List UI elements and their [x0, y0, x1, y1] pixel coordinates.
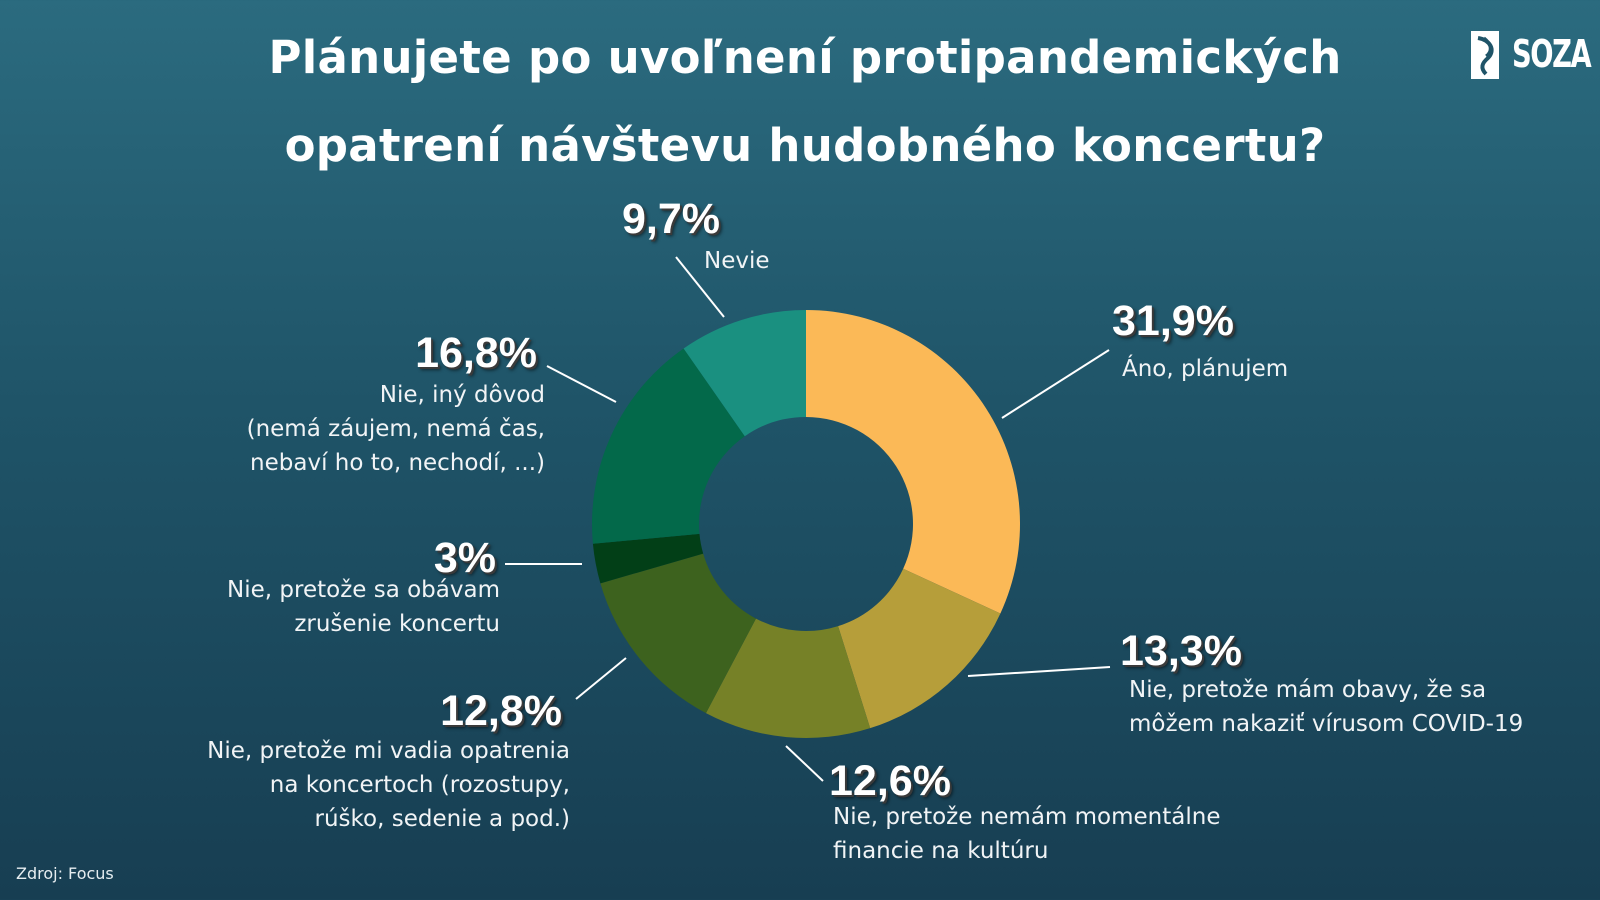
leader-line-covid [967, 666, 1111, 677]
soza-logo-mark-icon [1471, 31, 1499, 79]
soza-logo-text: SOZA [1512, 32, 1592, 76]
value-label-ano: 31,9% [1112, 297, 1234, 345]
donut-slice-nevie [683, 310, 806, 437]
slice-label-nevie: Nevie [704, 248, 770, 274]
value-label-opatrenia: 12,8% [440, 687, 562, 735]
slice-label-opatrenia: Nie, pretože mi vadia opatrenia na konce… [207, 738, 570, 832]
donut-slice-iny-dovod [592, 348, 745, 544]
donut-slice-financie [705, 618, 871, 738]
source-note: Zdroj: Focus [16, 864, 114, 883]
value-label-nevie: 9,7% [622, 195, 721, 243]
leader-line-financie [785, 745, 824, 782]
chart-title: Plánujete po uvoľnení protipandemických … [0, 14, 1600, 190]
leader-line-nevie [675, 256, 725, 318]
slice-label-covid: Nie, pretože mám obavy, že sa môžem naka… [1129, 677, 1524, 737]
slice-label-iny-dovod: Nie, iný dôvod (nemá záujem, nemá čas, n… [246, 382, 545, 476]
value-label-iny-dovod: 16,8% [415, 329, 537, 377]
donut-slices [592, 310, 1021, 738]
slice-label-ano: Áno, plánujem [1122, 356, 1289, 382]
donut-slice-zrusenie [592, 533, 704, 584]
leader-line-ano [1001, 349, 1110, 419]
value-label-zrusenie: 3% [433, 534, 496, 582]
slice-label-financie: Nie, pretože nemám momentálne financie n… [833, 804, 1221, 864]
donut-slice-ano [806, 310, 1021, 614]
leader-line-opatrenia [575, 657, 627, 700]
chart-title-line-1: Plánujete po uvoľnení protipandemických [268, 31, 1342, 84]
donut-slice-covid [838, 568, 1001, 729]
leader-line-iny-dovod [546, 365, 617, 403]
soza-logo: SOZA [1470, 26, 1592, 84]
leader-lines [505, 256, 1111, 782]
value-label-covid: 13,3% [1120, 627, 1242, 675]
slice-label-zrusenie: Nie, pretože sa obávam zrušenie koncertu [227, 577, 500, 637]
chart-title-line-2: opatrení návštevu hudobného koncertu? [284, 119, 1326, 172]
value-label-financie: 12,6% [829, 757, 951, 805]
donut-slice-opatrenia [600, 553, 756, 714]
